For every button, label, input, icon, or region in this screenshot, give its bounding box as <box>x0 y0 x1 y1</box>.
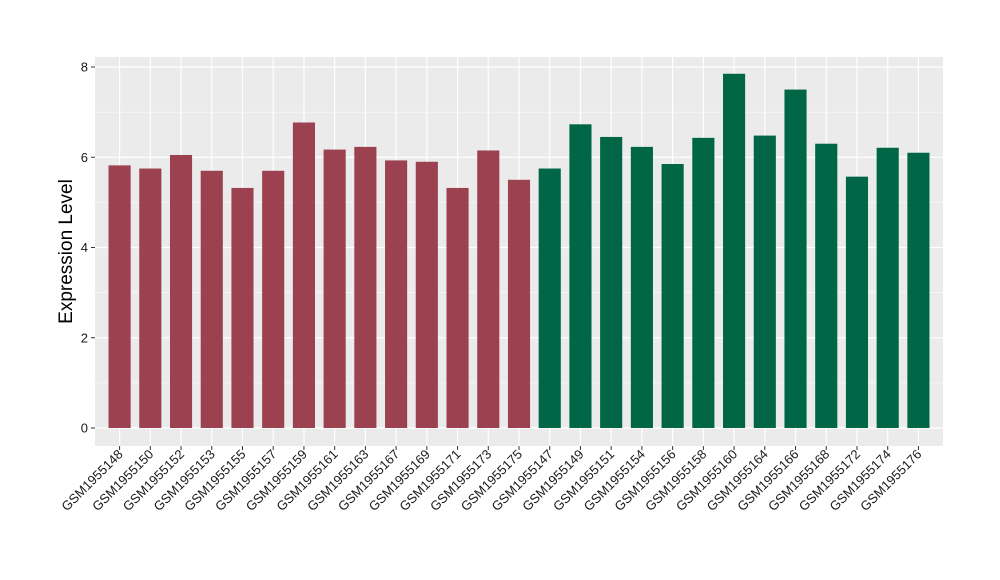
bar-GSM1955152 <box>169 154 193 428</box>
bar-GSM1955147 <box>538 168 561 428</box>
bar-GSM1955160 <box>723 73 746 429</box>
y-axis: 0 2 4 6 8 <box>81 60 95 436</box>
bar-GSM1955166 <box>784 89 807 428</box>
y-tick-label: 0 <box>81 421 88 436</box>
bar-GSM1955153 <box>200 170 223 428</box>
bar-GSM1955161 <box>323 149 346 429</box>
bar-GSM1955150 <box>139 168 162 428</box>
bar-series <box>108 73 930 429</box>
bar-GSM1955168 <box>815 143 838 428</box>
bar-GSM1955169 <box>415 161 438 428</box>
y-tick-label: 2 <box>81 330 88 345</box>
bar-GSM1955155 <box>231 187 254 428</box>
bar-GSM1955175 <box>507 179 531 428</box>
bar-GSM1955148 <box>108 165 131 428</box>
bar-GSM1955163 <box>354 146 377 428</box>
x-axis: GSM1955148GSM1955150GSM1955152GSM1955153… <box>58 446 925 514</box>
bar-GSM1955159 <box>292 122 315 428</box>
bar-GSM1955156 <box>661 164 684 429</box>
bar-GSM1955174 <box>876 147 899 428</box>
bar-GSM1955157 <box>262 170 285 428</box>
bar-GSM1955171 <box>446 187 469 428</box>
bar-GSM1955164 <box>753 135 776 428</box>
bar-GSM1955176 <box>907 152 930 429</box>
bar-GSM1955173 <box>477 150 500 428</box>
y-tick-label: 8 <box>81 60 88 75</box>
bar-GSM1955158 <box>692 137 715 428</box>
bar-GSM1955154 <box>630 146 653 428</box>
bar-GSM1955149 <box>569 124 592 428</box>
y-axis-title: Expression Level <box>56 179 77 324</box>
bar-GSM1955151 <box>600 136 623 428</box>
y-tick-label: 4 <box>81 240 88 255</box>
y-tick-label: 6 <box>81 150 88 165</box>
bar-GSM1955172 <box>845 176 869 428</box>
bar-GSM1955167 <box>385 160 408 428</box>
